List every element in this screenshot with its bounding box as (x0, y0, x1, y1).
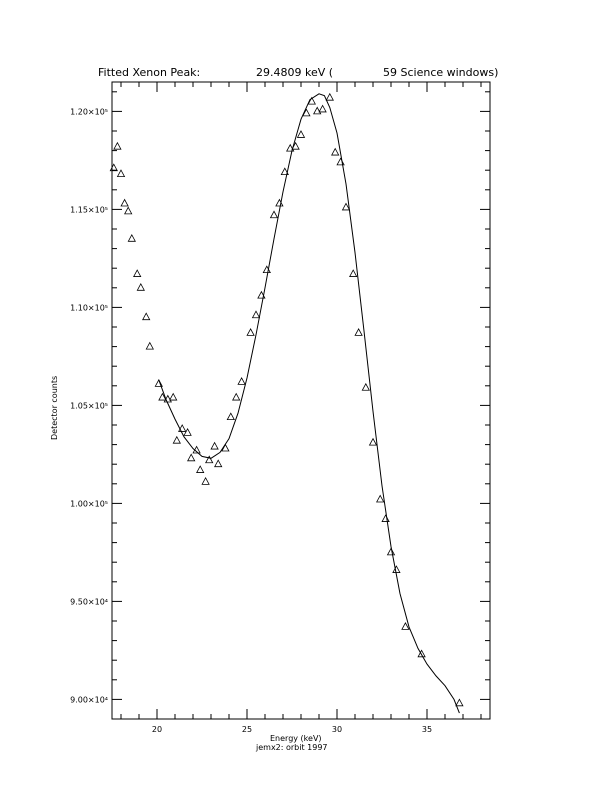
data-point (201, 476, 210, 485)
y-tick-label: 9.00×10⁴ (70, 695, 108, 704)
data-point (341, 202, 351, 211)
data-point (257, 290, 266, 299)
tick-labels: 20 25 30 35 9.00×10⁴ 9.50×10⁴ 1.00×10⁵ 1.05×10⁵… (70, 107, 432, 734)
data-point (183, 427, 192, 436)
data-point (158, 392, 167, 401)
data-point (120, 198, 129, 207)
data-point (296, 130, 306, 138)
data-point (192, 445, 201, 454)
data-point (386, 547, 396, 556)
data-point (368, 437, 378, 446)
data-point (226, 412, 235, 421)
y-tick-label: 1.20×10⁵ (70, 107, 108, 116)
x-tick-label: 30 (332, 725, 342, 734)
data-point (221, 443, 230, 452)
chart-title-windows: 59 Science windows) (383, 66, 499, 79)
data-point (262, 265, 271, 274)
data-point (251, 310, 261, 319)
data-point (302, 108, 311, 117)
y-tick-label: 9.50×10⁴ (70, 597, 108, 606)
data-point (136, 282, 145, 291)
x-tick-label: 25 (242, 725, 252, 734)
data-point (246, 328, 255, 336)
data-point (392, 565, 401, 573)
chart-title-energy: 29.4809 keV ( (256, 66, 334, 79)
plot-frame (111, 81, 491, 720)
data-point (205, 455, 214, 464)
axis-ticks (112, 82, 490, 719)
y-tick-label: 1.00×10⁵ (70, 499, 108, 508)
data-point (232, 392, 241, 401)
data-point (169, 392, 178, 401)
data-point (318, 104, 327, 113)
data-point (381, 514, 390, 522)
y-tick-label: 1.05×10⁵ (70, 401, 108, 410)
data-point (417, 649, 426, 658)
data-point (307, 96, 316, 105)
data-point (269, 210, 279, 219)
data-point (286, 143, 295, 152)
data-point (116, 169, 126, 178)
data-point (325, 92, 334, 101)
data-point (336, 157, 345, 166)
data-point (280, 167, 289, 176)
data-point (354, 328, 363, 336)
chart-subtitle: jemx2: orbit 1997 (256, 743, 328, 752)
data-point (214, 459, 223, 468)
data-point (124, 206, 133, 215)
data-point (376, 494, 385, 503)
data-point (187, 453, 196, 462)
data-point (313, 106, 322, 115)
y-tick-label: 1.10×10⁵ (70, 303, 108, 312)
data-point (331, 147, 340, 156)
data-point (178, 424, 187, 432)
data-point (145, 341, 154, 350)
y-axis-label: Detector counts (50, 375, 59, 440)
data-point (455, 698, 464, 707)
data-point (291, 141, 300, 150)
data-point (172, 435, 181, 444)
chart-title-label: Fitted Xenon Peak: (98, 66, 201, 79)
data-point (401, 622, 410, 630)
data-point (196, 465, 205, 473)
data-point (109, 163, 118, 172)
y-tick-label: 1.15×10⁵ (70, 205, 108, 214)
data-point (133, 269, 142, 277)
x-tick-label: 20 (152, 725, 162, 734)
data-point (154, 378, 163, 387)
data-point (237, 377, 246, 385)
data-points (109, 92, 464, 707)
data-point (275, 198, 284, 207)
data-point (163, 394, 172, 403)
x-axis-label: Energy (keV) (270, 734, 322, 743)
data-point (142, 312, 151, 321)
fit-curve (158, 93, 460, 714)
x-tick-label: 35 (422, 725, 432, 734)
data-point (361, 382, 370, 391)
data-point (349, 269, 358, 277)
data-point (210, 441, 219, 450)
data-point (127, 233, 136, 242)
data-point (113, 141, 122, 150)
